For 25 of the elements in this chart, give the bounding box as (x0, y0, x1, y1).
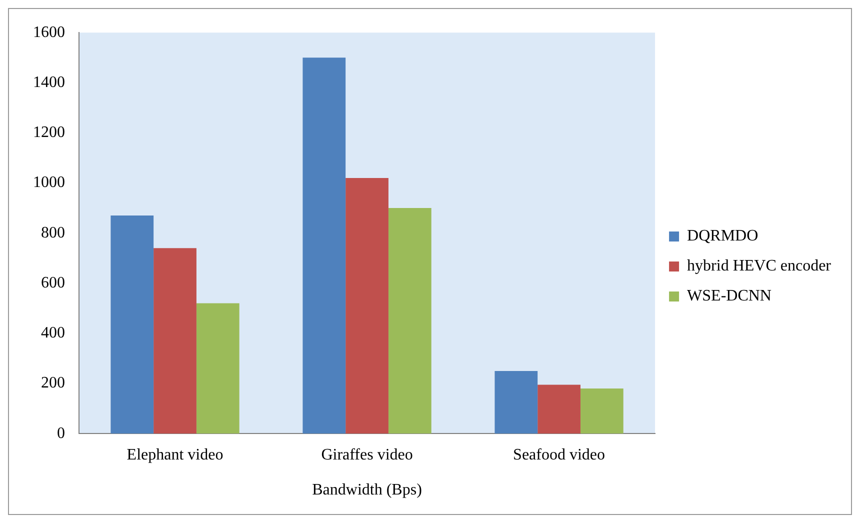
y-tick-label: 1600 (33, 24, 65, 41)
y-tick-label: 1000 (33, 174, 65, 192)
y-tick-label: 200 (41, 374, 65, 392)
x-tick-label: Giraffes video (321, 446, 413, 464)
y-tick-label: 0 (57, 424, 65, 442)
legend-label: DQRMDO (687, 228, 758, 245)
bar (580, 388, 624, 434)
y-tick-label: 800 (41, 224, 65, 242)
bar (302, 58, 346, 434)
bar (538, 384, 580, 434)
x-tick-label: Seafood video (513, 446, 606, 464)
y-tick-label: 1200 (33, 124, 65, 142)
legend-label: hybrid HEVC encoder (687, 258, 832, 275)
bar (346, 178, 388, 434)
bar (196, 303, 240, 434)
y-tick-label: 1400 (33, 74, 65, 91)
bar (110, 216, 154, 434)
bar (494, 370, 538, 434)
y-tick-label: 400 (41, 324, 65, 342)
bar (154, 248, 196, 434)
legend-label: WSE-DCNN (687, 288, 772, 305)
bar (388, 208, 432, 434)
x-axis-title: Bandwidth (Bps) (312, 482, 422, 499)
y-tick-label: 600 (41, 274, 65, 292)
x-tick-label: Elephant video (126, 446, 224, 464)
